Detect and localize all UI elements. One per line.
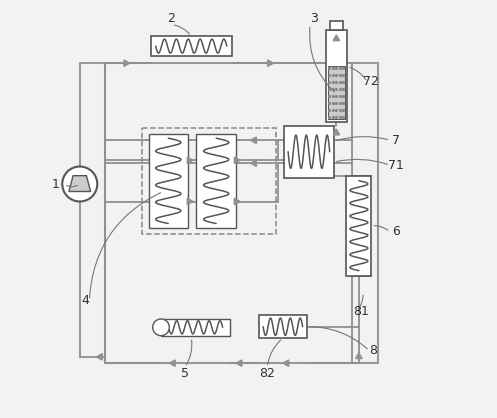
Polygon shape [283, 360, 289, 366]
Polygon shape [169, 360, 175, 366]
Bar [259, 315, 307, 338]
Polygon shape [250, 160, 256, 166]
Polygon shape [250, 137, 256, 143]
Polygon shape [234, 198, 240, 205]
Bar [196, 134, 236, 228]
Bar [326, 30, 347, 122]
Text: 3: 3 [311, 12, 318, 25]
Text: 5: 5 [181, 367, 189, 380]
Text: 1: 1 [52, 178, 60, 191]
Bar [284, 126, 334, 178]
Polygon shape [268, 60, 273, 66]
Text: 81: 81 [353, 305, 369, 318]
Polygon shape [187, 198, 193, 205]
Polygon shape [96, 354, 102, 360]
Text: 72: 72 [363, 75, 379, 89]
Polygon shape [333, 129, 339, 135]
Text: 2: 2 [167, 12, 175, 25]
Bar [328, 66, 345, 120]
Polygon shape [356, 353, 362, 359]
Polygon shape [69, 176, 90, 191]
Bar [161, 319, 230, 336]
Circle shape [62, 166, 97, 201]
Text: 7: 7 [393, 134, 401, 147]
Polygon shape [234, 157, 240, 163]
Polygon shape [333, 35, 339, 41]
Bar [346, 176, 371, 275]
Polygon shape [124, 60, 130, 66]
Text: 82: 82 [259, 367, 275, 380]
Bar [149, 134, 188, 228]
Text: 4: 4 [81, 294, 89, 307]
Polygon shape [187, 157, 193, 163]
Bar [330, 21, 343, 30]
Bar [151, 36, 232, 56]
Text: 6: 6 [393, 225, 401, 238]
Text: 71: 71 [389, 159, 405, 172]
Bar [105, 63, 378, 363]
Circle shape [153, 319, 169, 336]
Text: 8: 8 [369, 344, 378, 357]
Polygon shape [236, 360, 242, 366]
Bar [142, 128, 275, 234]
